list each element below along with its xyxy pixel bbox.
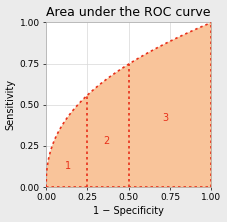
Text: 1: 1 (64, 161, 71, 171)
Title: Area under the ROC curve: Area under the ROC curve (47, 6, 211, 19)
X-axis label: 1 − Specificity: 1 − Specificity (93, 206, 164, 216)
Text: 3: 3 (162, 113, 168, 123)
Y-axis label: Sensitivity: Sensitivity (5, 79, 16, 130)
Text: 2: 2 (103, 136, 110, 146)
